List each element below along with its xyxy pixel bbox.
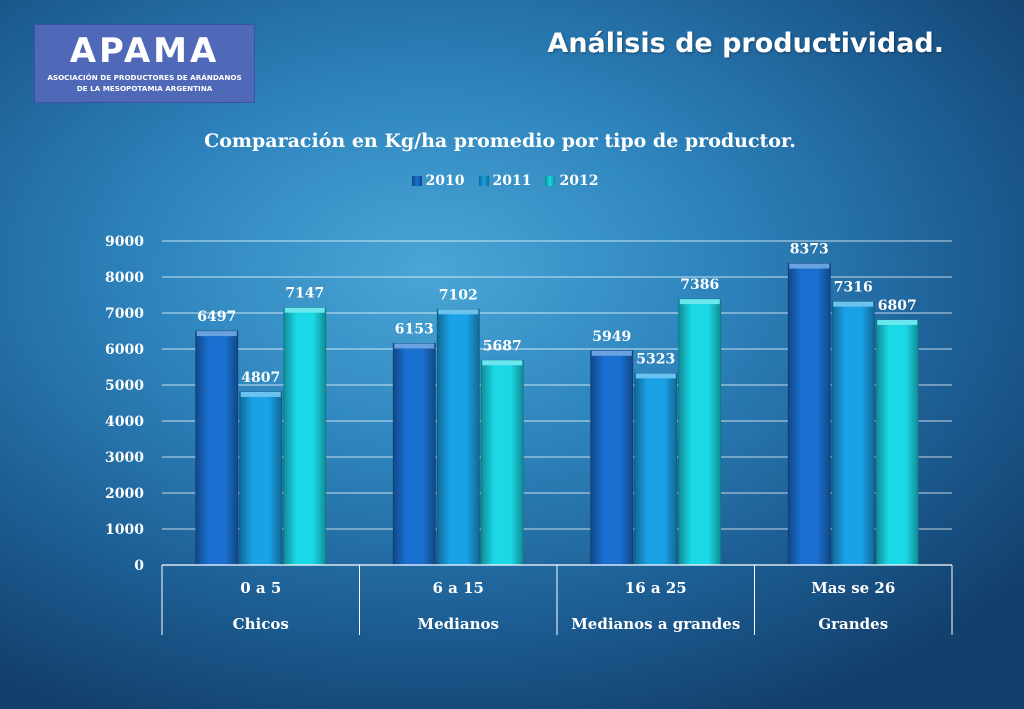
bar-2012-1 bbox=[480, 359, 524, 566]
data-label: 5949 bbox=[592, 329, 631, 345]
bar-2010-0 bbox=[195, 330, 239, 566]
data-label: 6807 bbox=[878, 298, 917, 314]
bar-top-highlight bbox=[482, 360, 523, 366]
y-tick-label: 4000 bbox=[105, 414, 144, 430]
x-group-label: Medianos a grandes bbox=[571, 615, 740, 633]
x-tick-label: 0 a 5 bbox=[240, 579, 281, 597]
logo-subtitle-line-1: ASOCIACIÓN DE PRODUCTORES DE ARÁNDANOS bbox=[47, 73, 242, 82]
chart-legend: 2010 2011 2012 bbox=[0, 173, 1010, 189]
data-label: 7102 bbox=[439, 287, 478, 303]
data-label: 6153 bbox=[395, 321, 434, 337]
bar-top-highlight bbox=[833, 301, 874, 307]
y-tick-label: 0 bbox=[134, 558, 144, 574]
y-tick-label: 7000 bbox=[105, 306, 144, 322]
data-label: 5323 bbox=[636, 351, 675, 367]
bar-top-highlight bbox=[877, 319, 918, 325]
x-group-label: Medianos bbox=[418, 615, 499, 633]
y-tick-label: 9000 bbox=[105, 234, 144, 250]
bar-top-highlight bbox=[679, 299, 720, 305]
data-label: 4807 bbox=[241, 370, 280, 386]
y-tick-label: 3000 bbox=[105, 450, 144, 466]
x-tick-label: 6 a 15 bbox=[433, 579, 484, 597]
y-tick-label: 6000 bbox=[105, 342, 144, 358]
y-tick-label: 5000 bbox=[105, 378, 144, 394]
y-tick-label: 1000 bbox=[105, 522, 144, 538]
y-tick-label: 2000 bbox=[105, 486, 144, 502]
x-tick-label: 16 a 25 bbox=[625, 579, 687, 597]
data-label: 7147 bbox=[285, 286, 324, 302]
legend-swatch bbox=[411, 176, 422, 186]
bar-2011-3 bbox=[831, 301, 875, 566]
legend-item-2012: 2012 bbox=[545, 173, 598, 189]
data-label: 8373 bbox=[790, 242, 829, 258]
slide-title: Análisis de productividad. bbox=[547, 28, 944, 59]
chart-title: Comparación en Kg/ha promedio por tipo d… bbox=[204, 130, 796, 152]
data-label: 7316 bbox=[834, 280, 873, 296]
x-tick-label: Mas se 26 bbox=[811, 579, 895, 597]
logo-wordmark: APAMA bbox=[69, 31, 220, 71]
data-label: 6497 bbox=[197, 309, 236, 325]
bar-2011-0 bbox=[239, 391, 283, 566]
bar-top-highlight bbox=[438, 309, 479, 315]
legend-label: 2011 bbox=[492, 173, 532, 189]
bar-top-highlight bbox=[591, 350, 632, 356]
bar-2010-1 bbox=[392, 343, 436, 566]
bar-2011-1 bbox=[436, 308, 480, 566]
logo-subtitle-line-2: DE LA MESOPOTAMIA ARGENTINA bbox=[76, 84, 213, 93]
bar-top-highlight bbox=[196, 331, 237, 337]
bar-2011-2 bbox=[634, 372, 678, 566]
x-group-label: Chicos bbox=[233, 615, 289, 633]
legend-label: 2012 bbox=[559, 173, 599, 189]
bar-top-highlight bbox=[284, 307, 325, 313]
data-label: 5687 bbox=[483, 338, 522, 354]
legend-swatch bbox=[478, 176, 489, 186]
legend-item-2011: 2011 bbox=[478, 173, 532, 189]
y-tick-label: 8000 bbox=[105, 270, 144, 286]
bar-top-highlight bbox=[240, 391, 281, 397]
data-label: 7386 bbox=[680, 277, 719, 293]
bar-2010-3 bbox=[787, 263, 831, 566]
bar-2010-2 bbox=[590, 350, 634, 566]
legend-label: 2010 bbox=[425, 173, 465, 189]
x-group-label: Grandes bbox=[818, 615, 888, 633]
bar-2012-0 bbox=[283, 307, 327, 566]
apama-logo: APAMA ASOCIACIÓN DE PRODUCTORES DE ARÁND… bbox=[34, 24, 255, 103]
bar-top-highlight bbox=[394, 343, 435, 349]
bar-2012-3 bbox=[875, 319, 919, 566]
legend-item-2010: 2010 bbox=[411, 173, 465, 189]
bar-2012-2 bbox=[678, 298, 722, 566]
bar-top-highlight bbox=[635, 373, 676, 379]
legend-swatch bbox=[545, 176, 556, 186]
bar-top-highlight bbox=[789, 263, 830, 269]
